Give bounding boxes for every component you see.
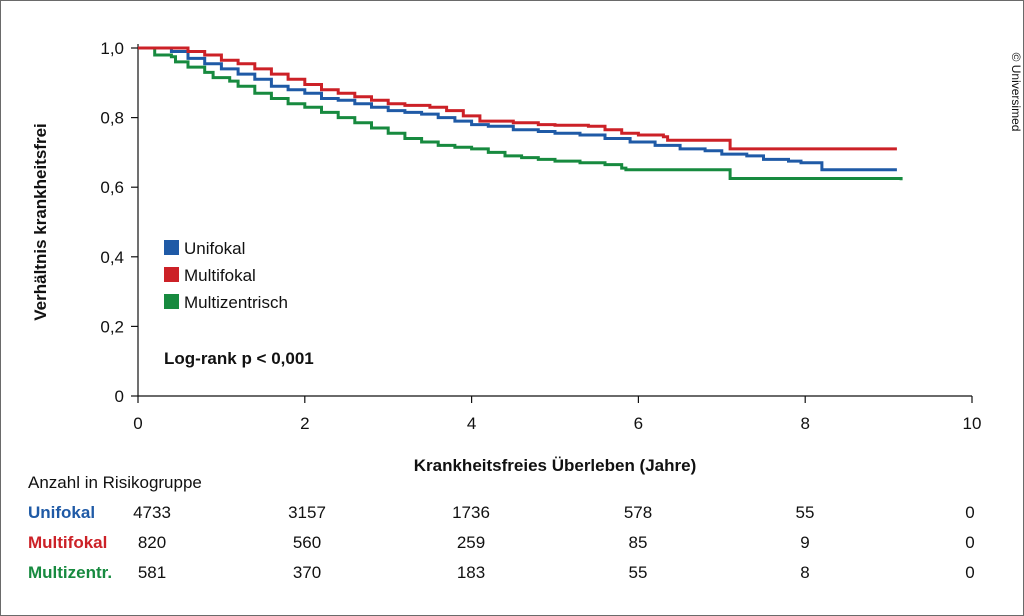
legend-label: Multifokal [184,266,256,285]
risk-count: 3157 [288,503,326,522]
risk-count: 0 [965,533,974,552]
y-tick-label: 0,6 [100,178,124,197]
risk-count: 183 [457,563,485,582]
y-tick-label: 0,4 [100,248,124,267]
risk-count: 4733 [133,503,171,522]
risk-count: 0 [965,503,974,522]
curve-unifokal [138,46,897,172]
risk-count: 370 [293,563,321,582]
risk-count: 1736 [452,503,490,522]
risk-table-title: Anzahl in Risikogruppe [28,473,202,492]
risk-count: 560 [293,533,321,552]
y-tick-label: 1,0 [100,39,124,58]
x-tick-label: 2 [300,414,309,433]
curve-multizentrisch [138,46,903,181]
y-tick-label: 0 [115,387,124,406]
x-tick-label: 10 [963,414,982,433]
risk-count: 0 [965,563,974,582]
risk-count: 581 [138,563,166,582]
risk-row-label: Multifokal [28,533,107,552]
risk-count: 85 [629,533,648,552]
risk-count: 8 [800,563,809,582]
copyright-credit: © Universimed [1009,53,1023,132]
risk-count: 9 [800,533,809,552]
x-axis-title: Krankheitsfreies Überleben (Jahre) [414,456,697,475]
x-tick-label: 4 [467,414,476,433]
risk-count: 578 [624,503,652,522]
x-tick-label: 8 [800,414,809,433]
risk-count: 55 [629,563,648,582]
risk-row-label: Multizentr. [28,563,112,582]
legend-label: Multizentrisch [184,293,288,312]
risk-count: 259 [457,533,485,552]
legend-label: Unifokal [184,239,245,258]
y-tick-label: 0,8 [100,109,124,128]
y-axis-title: Verhältnis krankheitsfrei [31,123,50,320]
legend-swatch [164,240,179,255]
legend-swatch [164,267,179,282]
x-tick-label: 0 [133,414,142,433]
curve-multifokal [138,46,897,151]
risk-count: 55 [796,503,815,522]
legend: Unifokal Multifokal Multizentrisch [164,239,288,312]
y-tick-label: 0,2 [100,317,124,336]
survival-curves [138,46,903,181]
x-tick-label: 6 [634,414,643,433]
risk-table: Unifokal 4733 3157 1736 578 55 0 Multifokal 820 5… [28,503,975,582]
risk-count: 820 [138,533,166,552]
axes: 0 0,2 0,4 0,6 0,8 1,0 0 2 4 6 8 10 [100,39,981,433]
log-rank-annotation: Log-rank p < 0,001 [164,349,314,368]
legend-swatch [164,294,179,309]
risk-row-label: Unifokal [28,503,95,522]
